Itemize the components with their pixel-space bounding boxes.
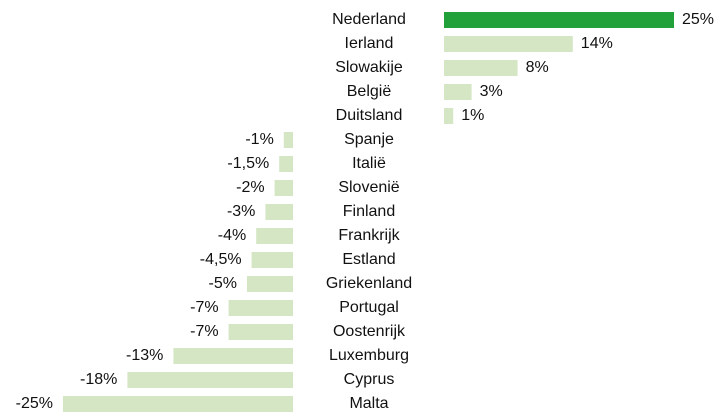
category-label: Spanje: [344, 131, 394, 148]
category-label: Frankrijk: [338, 227, 400, 244]
value-label: 1%: [461, 107, 484, 124]
bar: [444, 36, 573, 52]
value-label: -3%: [227, 203, 255, 220]
bar: [444, 84, 472, 100]
bar: [247, 276, 293, 292]
category-label: Duitsland: [336, 107, 403, 124]
bar: [279, 156, 293, 172]
value-label: -1,5%: [227, 155, 269, 172]
value-label: 25%: [682, 11, 714, 28]
category-label: België: [347, 83, 392, 100]
bar: [283, 132, 293, 148]
value-label: -13%: [126, 347, 163, 364]
value-label: 14%: [581, 35, 613, 52]
value-label: 3%: [480, 83, 503, 100]
bar: [265, 204, 293, 220]
bar: [228, 300, 293, 316]
value-label: -25%: [16, 395, 53, 412]
value-label: -7%: [190, 323, 218, 340]
category-label: Finland: [343, 203, 395, 220]
category-label: Malta: [349, 395, 388, 412]
value-label: -7%: [190, 299, 218, 316]
category-label: Portugal: [339, 299, 399, 316]
category-label: Slovenië: [338, 179, 399, 196]
bar: [444, 12, 674, 28]
category-label: Oostenrijk: [333, 323, 406, 340]
category-label: Nederland: [332, 11, 406, 28]
bar: [63, 396, 293, 412]
bar: [228, 324, 293, 340]
category-label: Italië: [352, 155, 386, 172]
bar: [444, 60, 518, 76]
bar: [173, 348, 293, 364]
value-label: -4,5%: [200, 251, 242, 268]
category-label: Ierland: [345, 35, 394, 52]
bar: [256, 228, 293, 244]
value-label: -5%: [209, 275, 237, 292]
bar: [251, 252, 293, 268]
category-label: Griekenland: [326, 275, 412, 292]
value-label: -4%: [218, 227, 246, 244]
bar: [444, 108, 454, 124]
category-label: Cyprus: [344, 371, 395, 388]
value-label: 8%: [526, 59, 549, 76]
bar: [127, 372, 294, 388]
category-label: Slowakije: [335, 59, 403, 76]
category-label: Luxemburg: [329, 347, 409, 364]
category-label: Estland: [342, 251, 395, 268]
value-label: -1%: [245, 131, 273, 148]
value-label: -18%: [80, 371, 117, 388]
bar: [274, 180, 293, 196]
value-label: -2%: [236, 179, 264, 196]
